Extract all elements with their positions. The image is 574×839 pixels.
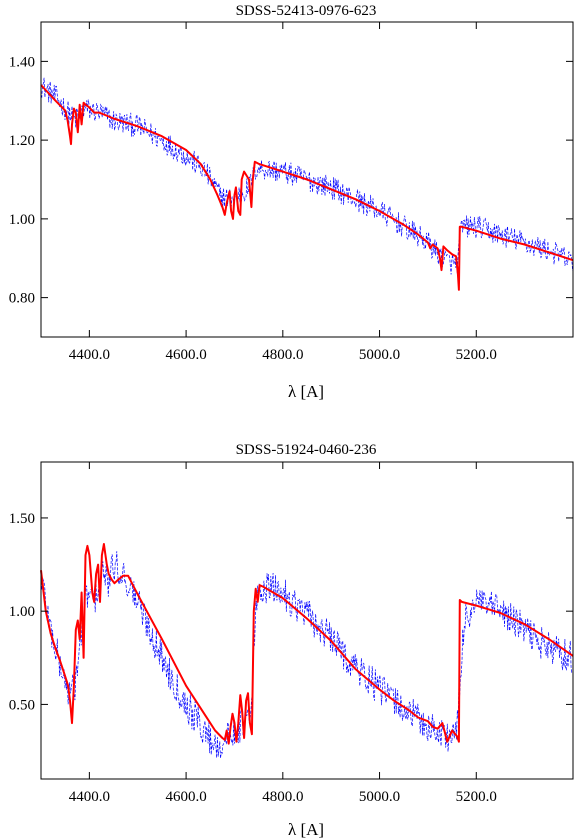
x-axis-label: λ [A]	[288, 820, 324, 839]
x-tick-label: 5200.0	[456, 789, 497, 805]
y-tick-label: 0.50	[9, 697, 35, 713]
observed-spectrum-series	[40, 77, 573, 275]
plot-frame	[40, 21, 574, 338]
chart-title: SDSS-51924-0460-236	[236, 442, 377, 458]
x-tick-label: 5000.0	[359, 789, 400, 805]
x-tick-label: 4400.0	[69, 347, 110, 363]
y-tick-label: 1.50	[9, 511, 35, 527]
x-tick-label: 5000.0	[359, 347, 400, 363]
y-tick-label: 1.00	[9, 604, 35, 620]
x-axis-ticks: 4400.0 4600.0 4800.0 5000.0 5200.0	[69, 22, 497, 363]
observed-spectrum-line	[40, 77, 573, 275]
y-axis-ticks: 0.80 1.00 1.20 1.40	[9, 54, 573, 307]
model-spectrum-line	[40, 84, 574, 291]
x-tick-label: 4800.0	[262, 347, 303, 363]
model-spectrum-series	[40, 84, 574, 291]
y-tick-label: 1.40	[9, 54, 35, 70]
spectrum-panel-top: SDSS-52413-0976-623 4400.0 4600.0 4800.0 50…	[9, 3, 574, 401]
spectrum-panel-bottom: SDSS-51924-0460-236 4400.0 4600.0 4800.0 50…	[9, 442, 574, 839]
x-axis-ticks: 4400.0 4600.0 4800.0 5000.0 5200.0	[69, 462, 497, 805]
x-tick-label: 4600.0	[165, 347, 206, 363]
observed-spectrum-line	[40, 551, 573, 759]
plot-frame	[40, 461, 574, 780]
x-tick-label: 5200.0	[456, 347, 497, 363]
y-tick-label: 1.00	[9, 212, 35, 228]
chart-title: SDSS-52413-0976-623	[236, 3, 377, 19]
x-tick-label: 4800.0	[262, 789, 303, 805]
model-spectrum-line	[40, 543, 574, 745]
model-spectrum-series	[40, 543, 574, 745]
y-tick-label: 0.80	[9, 291, 35, 307]
x-tick-label: 4600.0	[165, 789, 206, 805]
y-axis-ticks: 0.50 1.00 1.50	[9, 511, 573, 713]
x-tick-label: 4400.0	[69, 789, 110, 805]
x-axis-label: λ [A]	[288, 382, 324, 401]
y-tick-label: 1.20	[9, 133, 35, 149]
observed-spectrum-series	[40, 551, 573, 759]
